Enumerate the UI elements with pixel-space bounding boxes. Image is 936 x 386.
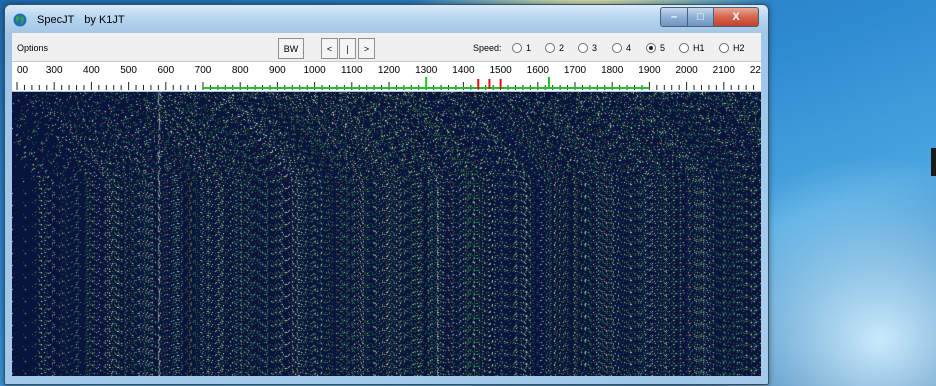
radio-dot[interactable]: [719, 43, 729, 53]
options-menu[interactable]: Options: [17, 43, 49, 53]
speed-radio-label: 1: [526, 43, 532, 53]
waterfall-canvas: [12, 92, 761, 376]
scale-label: 300: [46, 65, 63, 76]
scale-label: 1300: [415, 65, 438, 76]
scale-label: 700: [195, 65, 212, 76]
speed-radio-label: 3: [592, 43, 598, 53]
globe-icon: [13, 13, 27, 27]
close-button[interactable]: X: [713, 7, 759, 27]
scale-label: 2100: [713, 65, 736, 76]
center-button[interactable]: |: [339, 38, 356, 59]
speed-radio-h1[interactable]: H1: [679, 43, 705, 53]
radio-dot[interactable]: [512, 43, 522, 53]
scale-label: 1600: [527, 65, 550, 76]
radio-dot[interactable]: [646, 43, 656, 53]
scale-label: 1900: [638, 65, 661, 76]
scale-label: 00: [17, 65, 29, 76]
frequency-scale-svg: 00 300 400 500 600 700 800 900 1000 1100 1200 1300 1…: [16, 65, 761, 90]
shift-left-button[interactable]: <: [321, 38, 338, 59]
speed-radio-h2[interactable]: H2: [719, 43, 745, 53]
desktop-edge-window: [931, 148, 936, 176]
scale-label: 1800: [601, 65, 624, 76]
title-bar[interactable]: SpecJT by K1JT – □ X: [5, 5, 768, 33]
scale-label: 900: [269, 65, 286, 76]
radio-dot[interactable]: [545, 43, 555, 53]
radio-dot[interactable]: [612, 43, 622, 53]
scale-label: 1400: [452, 65, 475, 76]
scale-label: 2000: [675, 65, 698, 76]
speed-radio-1[interactable]: 1: [512, 43, 531, 53]
speed-label: Speed:: [473, 43, 502, 53]
scale-label: 1200: [378, 65, 401, 76]
maximize-button[interactable]: □: [687, 7, 714, 27]
minimize-button[interactable]: –: [660, 7, 688, 27]
scale-label: 800: [232, 65, 249, 76]
speed-radio-label: H2: [733, 43, 745, 53]
waterfall-display[interactable]: [12, 92, 761, 376]
scale-label: 1500: [489, 65, 512, 76]
speed-radio-4[interactable]: 4: [612, 43, 631, 53]
scale-label: 600: [157, 65, 174, 76]
window-title: SpecJT by K1JT: [37, 14, 125, 26]
speed-radio-2[interactable]: 2: [545, 43, 564, 53]
bw-button[interactable]: BW: [278, 38, 304, 59]
speed-radio-label: 2: [559, 43, 565, 53]
scale-label: 2200: [750, 65, 761, 76]
frequency-scale: 00 300 400 500 600 700 800 900 1000 1100 1200 1300 1…: [12, 62, 761, 91]
scale-label: 1100: [341, 65, 363, 76]
speed-radio-label: 4: [626, 43, 632, 53]
app-author: by K1JT: [84, 14, 125, 26]
speed-radio-label: H1: [693, 43, 705, 53]
scale-label: 400: [83, 65, 100, 76]
speed-radio-label: 5: [660, 43, 666, 53]
scale-label: 1000: [303, 65, 326, 76]
scale-label: 500: [120, 65, 137, 76]
scale-label: 1700: [564, 65, 587, 76]
toolbar: Options BW < | > Speed: 1 2 3 4 5 H1 H2: [12, 33, 761, 62]
specjt-window: SpecJT by K1JT – □ X Options BW < | > Spe…: [4, 4, 769, 385]
speed-radio-5[interactable]: 5: [646, 43, 665, 53]
app-name: SpecJT: [37, 14, 75, 26]
radio-dot[interactable]: [578, 43, 588, 53]
speed-radio-3[interactable]: 3: [578, 43, 597, 53]
shift-right-button[interactable]: >: [358, 38, 375, 59]
radio-dot[interactable]: [679, 43, 689, 53]
